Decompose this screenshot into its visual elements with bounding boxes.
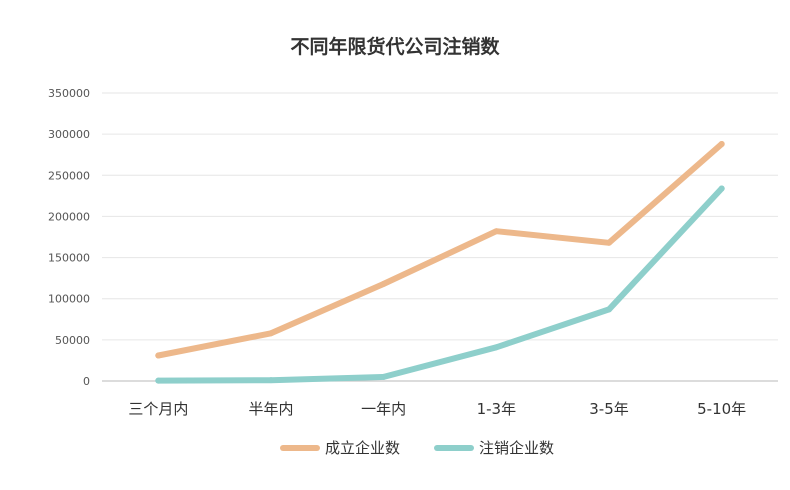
data-point	[493, 344, 500, 351]
y-axis-ticks: 0 50000 100000 150000 200000 250000 300000 3500…	[48, 87, 90, 388]
y-tick-label: 300000	[48, 128, 90, 141]
y-tick-label: 250000	[48, 169, 90, 182]
series-lines	[155, 141, 725, 384]
y-tick-label: 50000	[55, 334, 90, 347]
data-point	[493, 228, 500, 235]
y-tick-label: 100000	[48, 293, 90, 306]
data-point	[718, 141, 725, 148]
legend-label: 注销企业数	[479, 439, 554, 457]
data-point	[268, 330, 274, 337]
y-tick-label: 350000	[48, 87, 90, 100]
y-tick-label: 0	[83, 375, 90, 388]
gridlines	[102, 92, 778, 341]
x-axis-categories: 三个月内 半年内 一年内 1-3年 3-5年 5-10年	[128, 400, 746, 418]
data-point	[606, 239, 612, 246]
data-point	[380, 280, 387, 287]
y-tick-label: 150000	[48, 252, 90, 265]
x-category-label: 3-5年	[589, 400, 629, 418]
series-line-0	[155, 141, 725, 359]
x-category-label: 一年内	[361, 400, 406, 418]
x-category-label: 三个月内	[128, 400, 188, 418]
y-tick-label: 200000	[48, 210, 90, 223]
x-category-label: 5-10年	[697, 400, 746, 418]
x-category-label: 1-3年	[477, 400, 517, 418]
data-point	[718, 185, 725, 192]
series-line-1	[155, 185, 725, 384]
legend-label: 成立企业数	[325, 439, 400, 457]
data-point	[606, 306, 612, 313]
x-category-label: 半年内	[248, 400, 293, 418]
data-point	[380, 373, 387, 380]
chart-title: 不同年限货代公司注销数	[290, 35, 500, 58]
data-point	[155, 377, 162, 384]
legend: 成立企业数 注销企业数	[280, 439, 554, 457]
data-point	[155, 352, 162, 359]
data-point	[268, 377, 274, 384]
